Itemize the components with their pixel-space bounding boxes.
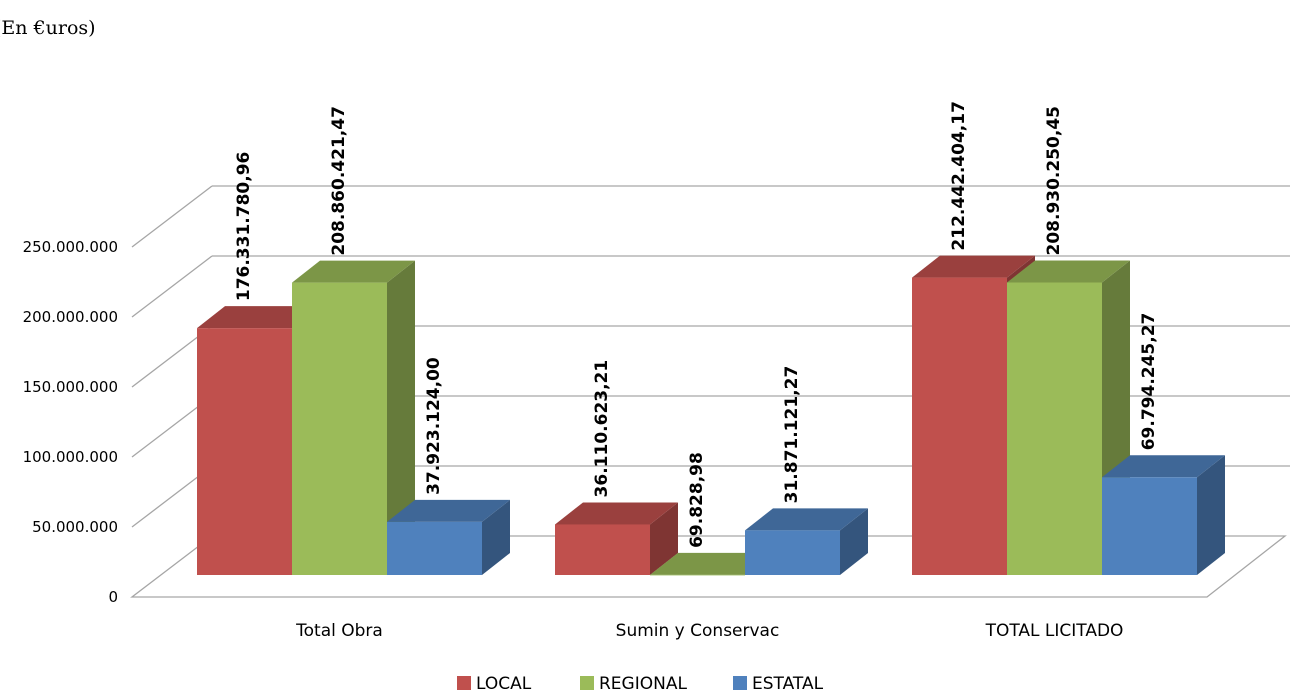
- data-label: 208.930.250,45: [1044, 106, 1064, 256]
- data-label: 208.860.421,47: [329, 106, 349, 256]
- floor-outline: [130, 535, 1287, 598]
- bar-top: [912, 255, 1035, 278]
- legend-swatch: [733, 676, 747, 690]
- y-axis: 0 50.000.000 100.000.000 150.000.000 200.000…: [23, 238, 118, 606]
- x-tick-label: TOTAL LICITADO: [985, 621, 1124, 641]
- bar-side: [1197, 455, 1225, 575]
- bar-top: [650, 552, 773, 575]
- bar-side: [840, 508, 868, 575]
- legend-swatch: [457, 676, 471, 690]
- bar: [912, 277, 1007, 575]
- bar: [1102, 477, 1197, 575]
- bar-top: [387, 499, 510, 522]
- bar: [197, 328, 292, 575]
- legend: LOCAL REGIONAL ESTATAL: [457, 674, 824, 694]
- x-axis: Total Obra Sumin y Conservac TOTAL LICITAD…: [295, 621, 1123, 641]
- x-tick-label: Sumin y Conservac: [616, 621, 780, 641]
- grid-line-diagonal: [131, 255, 213, 318]
- bar-side: [650, 502, 678, 575]
- data-label: 31.871.121,27: [782, 366, 802, 504]
- bar-top: [292, 260, 415, 283]
- legend-swatch: [580, 676, 594, 690]
- bar-top: [1102, 455, 1225, 478]
- bar: [1007, 282, 1102, 575]
- bar-top: [745, 508, 868, 531]
- y-tick-label: 50.000.000: [32, 518, 118, 536]
- bar: [555, 524, 650, 575]
- bar: [387, 521, 482, 575]
- bar: [650, 574, 745, 576]
- legend-label: ESTATAL: [752, 674, 824, 693]
- bar-side: [482, 499, 510, 575]
- x-tick-label: Total Obra: [295, 621, 383, 641]
- chart-title: (En €uros): [0, 17, 96, 39]
- y-tick-label: 200.000.000: [23, 308, 118, 326]
- data-label: 69.794.245,27: [1139, 313, 1159, 451]
- data-label: 69.828,98: [687, 452, 707, 548]
- bar-top: [555, 502, 678, 525]
- bar-group: [197, 255, 1225, 576]
- bar-side: [387, 260, 415, 575]
- data-label: 212.442.404,17: [949, 101, 969, 251]
- y-tick-label: 100.000.000: [23, 448, 118, 466]
- y-tick-label: 0: [108, 588, 118, 606]
- data-label: 36.110.623,21: [592, 360, 612, 498]
- legend-label: LOCAL: [476, 674, 532, 693]
- bar-top: [197, 306, 320, 329]
- bar-top: [1007, 260, 1130, 283]
- data-labels: 176.331.780,96 36.110.623,21 212.442.404,1…: [234, 101, 1159, 548]
- bar: [745, 530, 840, 575]
- y-tick-label: 150.000.000: [23, 378, 118, 396]
- grid-line-diagonal: [131, 185, 213, 248]
- data-label: 37.923.124,00: [424, 357, 444, 495]
- legend-label: REGIONAL: [599, 674, 687, 693]
- bar: [292, 282, 387, 575]
- data-label: 176.331.780,96: [234, 152, 254, 302]
- y-tick-label: 250.000.000: [23, 238, 118, 256]
